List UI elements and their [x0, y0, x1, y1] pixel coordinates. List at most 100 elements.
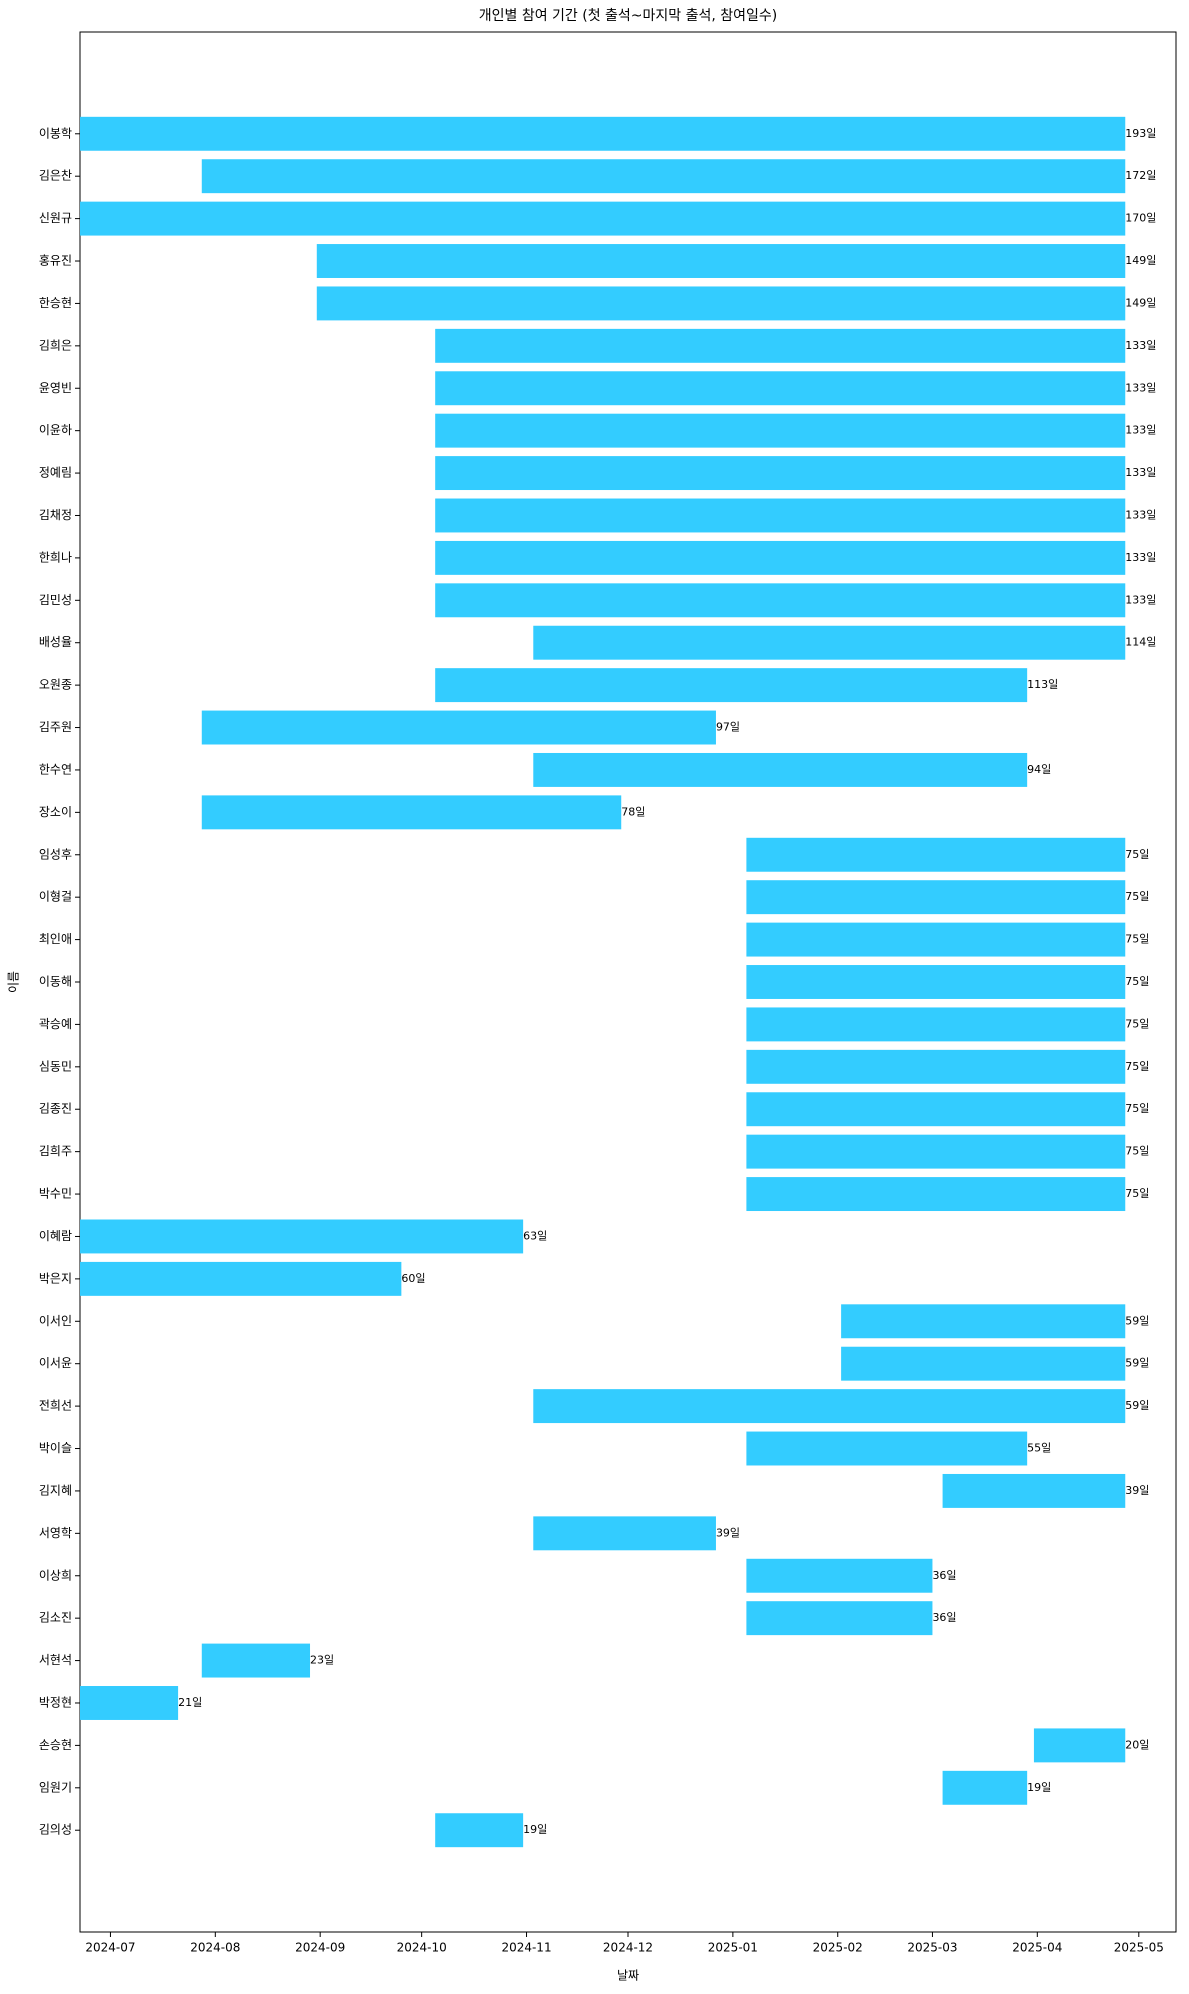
- bar: [746, 880, 1126, 915]
- bar: [435, 371, 1126, 406]
- bar: [841, 1304, 1126, 1339]
- y-tick-label: 이서인: [39, 1314, 72, 1328]
- y-tick-label: 신원규: [39, 211, 72, 225]
- bar: [746, 837, 1126, 872]
- value-label: 55일: [1027, 1441, 1051, 1455]
- value-label: 21일: [178, 1695, 202, 1709]
- value-label: 75일: [1125, 974, 1149, 988]
- y-tick-label: 김주원: [39, 720, 72, 734]
- bar: [533, 1389, 1126, 1424]
- x-tick-label: 2024-09: [295, 1941, 345, 1955]
- y-tick-label: 박이슬: [39, 1441, 72, 1455]
- y-tick-label: 손승현: [39, 1738, 72, 1752]
- y-tick-label: 박수민: [39, 1187, 72, 1201]
- value-label: 75일: [1125, 889, 1149, 903]
- y-tick-label: 이동해: [39, 975, 72, 989]
- value-label: 133일: [1125, 380, 1156, 394]
- bar: [533, 625, 1126, 660]
- bar: [746, 965, 1126, 999]
- bar: [201, 795, 622, 830]
- x-tick-label: 2025-03: [907, 1941, 957, 1955]
- bar: [942, 1770, 1028, 1805]
- x-axis-label: 날짜: [617, 1969, 639, 1983]
- y-tick-label: 윤영빈: [39, 381, 72, 395]
- y-tick-label: 김희은: [39, 338, 72, 352]
- bar: [201, 710, 716, 745]
- y-tick-label: 이봉학: [39, 126, 72, 140]
- y-tick-label: 이혜람: [39, 1229, 72, 1243]
- x-tick-label: 2024-11: [501, 1941, 551, 1955]
- y-tick-label: 김민성: [39, 593, 72, 607]
- y-tick-label: 임원기: [39, 1780, 72, 1794]
- bar: [746, 1134, 1126, 1169]
- bar: [746, 1092, 1126, 1127]
- y-tick-label: 김은찬: [39, 168, 72, 183]
- value-label: 19일: [1027, 1780, 1051, 1794]
- y-tick-label: 이윤하: [39, 423, 72, 437]
- y-tick-label: 한희나: [39, 550, 72, 564]
- y-tick-label: 배성율: [39, 635, 72, 649]
- bar: [435, 456, 1126, 491]
- bar: [746, 1601, 933, 1636]
- value-label: 172일: [1125, 168, 1156, 182]
- x-tick-label: 2024-10: [397, 1941, 447, 1955]
- value-label: 97일: [716, 720, 740, 734]
- y-tick-label: 김채정: [39, 508, 72, 522]
- y-tick-label: 김종진: [39, 1102, 72, 1116]
- chart-title: 개인별 참여 기간 (첫 출석~마지막 출석, 참여일수): [479, 8, 778, 24]
- bar: [1033, 1728, 1126, 1763]
- bar: [80, 116, 1126, 151]
- bar: [533, 752, 1028, 787]
- value-label: 75일: [1125, 1016, 1149, 1030]
- value-label: 133일: [1125, 338, 1156, 352]
- y-tick-label: 장소이: [39, 805, 72, 819]
- value-label: 149일: [1125, 253, 1156, 267]
- value-label: 36일: [932, 1610, 956, 1624]
- value-label: 75일: [1125, 1059, 1149, 1073]
- value-label: 75일: [1125, 1144, 1149, 1158]
- value-label: 170일: [1125, 211, 1156, 225]
- bar: [746, 922, 1126, 957]
- y-tick-label: 한수연: [39, 762, 72, 776]
- y-tick-label: 전희선: [39, 1399, 72, 1413]
- value-label: 114일: [1125, 635, 1156, 649]
- bar: [80, 201, 1126, 236]
- value-label: 59일: [1125, 1398, 1149, 1412]
- x-tick-label: 2025-05: [1114, 1941, 1164, 1955]
- value-label: 133일: [1125, 592, 1156, 606]
- y-tick-label: 박정현: [39, 1695, 72, 1709]
- bar: [746, 1177, 1126, 1212]
- x-tick-label: 2025-01: [708, 1941, 758, 1955]
- y-tick-label: 홍유진: [39, 254, 72, 268]
- y-tick-label: 김소진: [39, 1611, 72, 1625]
- y-tick-label: 정예림: [39, 466, 72, 480]
- bar: [533, 1516, 716, 1551]
- y-tick-label: 김지혜: [39, 1483, 72, 1497]
- value-label: 113일: [1027, 677, 1058, 691]
- bar: [435, 583, 1126, 618]
- bar: [435, 413, 1126, 448]
- value-label: 39일: [1125, 1483, 1149, 1497]
- bar: [746, 1558, 933, 1593]
- bar: [201, 1643, 311, 1678]
- y-tick-label: 오원종: [39, 678, 72, 692]
- y-tick-label: 서현석: [39, 1653, 72, 1667]
- value-label: 19일: [523, 1822, 547, 1836]
- value-label: 63일: [523, 1228, 547, 1242]
- y-tick-label: 이형걸: [39, 890, 72, 904]
- value-label: 133일: [1125, 465, 1156, 479]
- y-tick-label: 서영학: [39, 1526, 72, 1540]
- x-tick-label: 2024-08: [190, 1941, 240, 1955]
- bar: [80, 1261, 402, 1296]
- y-tick-label: 김희주: [39, 1144, 72, 1158]
- value-label: 133일: [1125, 550, 1156, 564]
- value-label: 59일: [1125, 1356, 1149, 1370]
- bar: [80, 1686, 179, 1720]
- value-label: 75일: [1125, 847, 1149, 861]
- y-tick-label: 이상희: [39, 1568, 72, 1582]
- value-label: 36일: [932, 1568, 956, 1582]
- value-label: 133일: [1125, 507, 1156, 521]
- y-tick-label: 임성후: [39, 847, 72, 861]
- value-label: 60일: [401, 1271, 425, 1285]
- value-label: 59일: [1125, 1313, 1149, 1327]
